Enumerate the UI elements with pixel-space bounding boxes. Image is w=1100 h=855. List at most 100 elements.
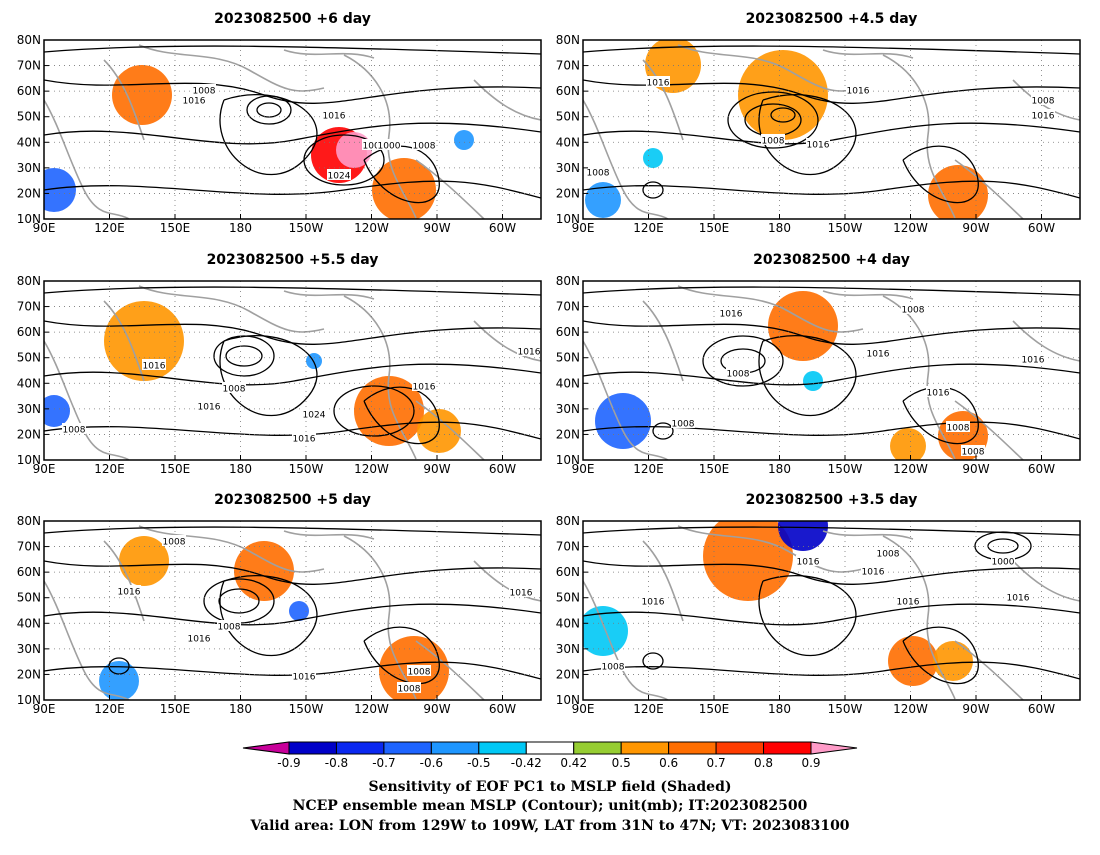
y-tick-label: 70N (17, 540, 41, 554)
panel-title: 2023082500 +3.5 day (746, 492, 918, 508)
colorbar-upper-extend (810, 741, 858, 755)
panel-title: 2023082500 +5.5 day (207, 252, 379, 268)
x-tick-label: 180 (768, 702, 791, 716)
mslp-contour (44, 286, 541, 296)
x-tick-label: 90E (33, 462, 56, 476)
sensitivity-shading (928, 165, 988, 219)
coastline (642, 300, 684, 382)
y-tick-label: 70N (556, 540, 580, 554)
y-tick-label: 60N (556, 565, 580, 579)
y-tick-label: 30N (556, 402, 580, 416)
svg-text:1016: 1016 (198, 403, 221, 413)
y-tick-label: 70N (17, 300, 41, 314)
mslp-contour (902, 145, 979, 204)
y-tick-label: 30N (556, 161, 580, 175)
x-tick-label: 90W (962, 221, 989, 235)
svg-text:1008: 1008 (902, 306, 925, 316)
x-tick-label: 150W (289, 462, 324, 476)
x-tick-label: 150E (699, 462, 730, 476)
y-tick-label: 60N (556, 84, 580, 98)
y-tick-label: 30N (17, 642, 41, 656)
contour-label: 1016 (719, 307, 743, 320)
coastline (138, 525, 325, 573)
contour-label: 1016 (182, 94, 206, 107)
x-tick-label: 120W (893, 462, 928, 476)
colorbar-segment (430, 741, 480, 755)
x-tick-label: 90W (423, 702, 450, 716)
caption-line-2: NCEP ensemble mean MSLP (Contour); unit(… (293, 798, 808, 814)
panel-title: 2023082500 +4 day (753, 252, 910, 268)
y-tick-label: 80N (17, 274, 41, 288)
sensitivity-shading (778, 521, 828, 551)
y-tick-label: 20N (17, 186, 41, 200)
x-tick-label: 120E (633, 221, 664, 235)
svg-text:1008: 1008 (363, 142, 386, 152)
mslp-contour (225, 345, 263, 367)
mslp-contour (583, 661, 1080, 680)
contour-label: 1016 (861, 565, 885, 578)
contour-label: 1024 (302, 408, 326, 421)
coastline (138, 44, 325, 92)
coastline (954, 640, 1024, 700)
y-tick-label: 40N (17, 376, 41, 390)
x-tick-label: 90E (33, 221, 56, 235)
x-tick-label: 60W (489, 221, 516, 235)
x-tick-label: 150E (699, 702, 730, 716)
coastline (415, 640, 485, 700)
contour-label: 1000 (377, 139, 401, 152)
y-tick-label: 10N (17, 453, 41, 467)
coastline (283, 49, 375, 59)
contour-label: 1008 (586, 166, 610, 179)
colorbar-segment (525, 741, 575, 755)
x-tick-label: 150W (828, 462, 863, 476)
contour-label: 1016 (197, 400, 221, 413)
mslp-contour (770, 107, 796, 123)
x-tick-label: 60W (1028, 221, 1055, 235)
coastline (583, 340, 669, 460)
y-tick-label: 40N (556, 135, 580, 149)
contour-label: 1016 (646, 76, 670, 89)
coastline (677, 44, 864, 92)
coastline (103, 540, 145, 622)
svg-text:1008: 1008 (163, 538, 186, 548)
contour-label: 1016 (292, 432, 316, 445)
svg-text:1016: 1016 (518, 348, 541, 358)
figure-caption: Sensitivity of EOF PC1 to MSLP field (Sh… (249, 779, 849, 834)
colorbar-label: -0.9 (277, 756, 300, 770)
mslp-contour (652, 422, 674, 440)
coastline (283, 530, 375, 540)
svg-text:1016: 1016 (797, 558, 820, 568)
svg-text:1000: 1000 (378, 142, 401, 152)
mslp-contour (583, 286, 1080, 296)
sensitivity-shading (99, 661, 139, 700)
colorbar-label: -0.8 (325, 756, 348, 770)
svg-text:1008: 1008 (877, 550, 900, 560)
svg-text:1008: 1008 (962, 448, 985, 458)
contour-label: 1016 (292, 670, 316, 683)
colorbar-segment (478, 741, 527, 755)
x-tick-label: 150E (160, 462, 191, 476)
svg-text:1008: 1008 (587, 169, 610, 179)
x-tick-label: 120W (354, 462, 389, 476)
x-tick-label: 90W (962, 462, 989, 476)
panel-1: 2023082500 +6 day10081016101610081024100… (17, 11, 542, 235)
x-tick-label: 180 (229, 221, 252, 235)
mslp-contour (44, 180, 541, 199)
x-tick-label: 120E (94, 221, 125, 235)
x-tick-label: 150E (160, 702, 191, 716)
coastline (473, 560, 541, 602)
contour-label: 1016 (517, 345, 541, 358)
y-tick-label: 60N (556, 325, 580, 339)
panel-title: 2023082500 +5 day (214, 492, 371, 508)
coastline (343, 535, 417, 700)
coastline (882, 535, 956, 700)
mslp-contour (758, 575, 857, 656)
svg-text:1016: 1016 (647, 79, 670, 89)
x-tick-label: 150W (289, 702, 324, 716)
colorbar-label: 0.5 (612, 756, 631, 770)
coastline (1012, 560, 1080, 602)
coastline (44, 580, 130, 700)
contour-label: 1016 (1006, 591, 1030, 604)
